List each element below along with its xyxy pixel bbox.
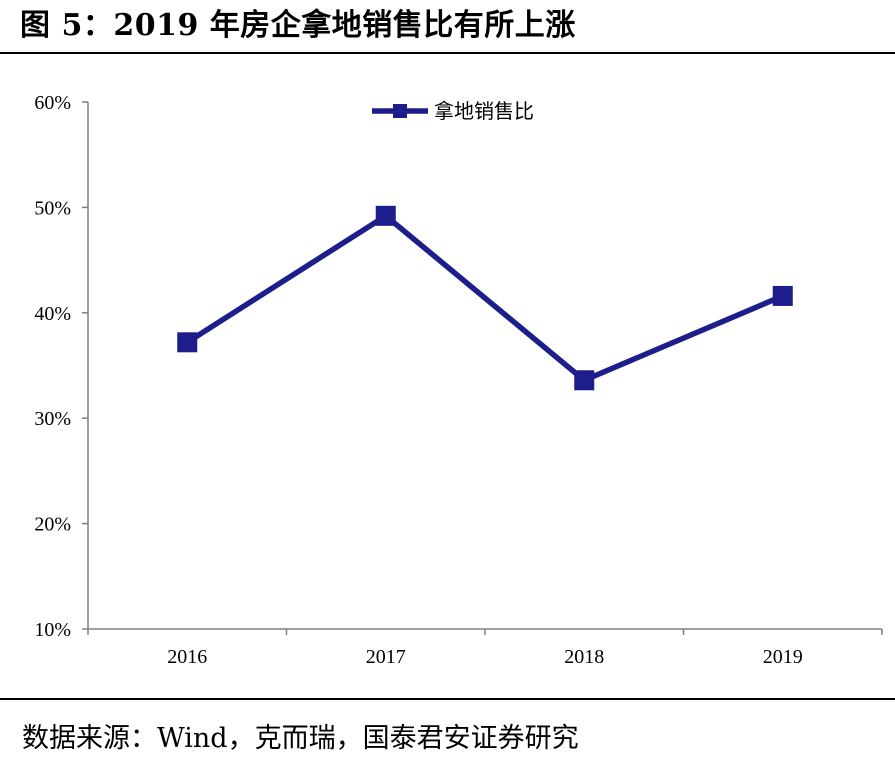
y-tick-label: 10% bbox=[34, 619, 71, 641]
chart-series bbox=[177, 205, 793, 391]
y-tick-label: 30% bbox=[34, 408, 71, 430]
chart-axes bbox=[87, 102, 882, 630]
line-chart: 10% 20% 30% 40% 50% 60% 2016 2017 2018 2019 拿地销售比 bbox=[34, 92, 883, 668]
chart-ticks: 10% 20% 30% 40% 50% 60% 2016 2017 2018 2019 bbox=[34, 92, 883, 668]
y-tick-label: 60% bbox=[34, 92, 71, 114]
x-tick-label: 2016 bbox=[167, 646, 207, 668]
figure-title: 图 5：2019 年房企拿地销售比有所上涨 bbox=[20, 8, 576, 43]
y-tick-label: 50% bbox=[34, 197, 71, 219]
y-tick-label: 20% bbox=[34, 514, 71, 536]
series-line bbox=[184, 213, 786, 384]
x-tick-label: 2019 bbox=[763, 646, 803, 668]
x-tick-label: 2017 bbox=[366, 646, 406, 668]
chart-legend: 拿地销售比 bbox=[372, 99, 534, 123]
data-point-marker bbox=[772, 285, 793, 306]
y-tick-label: 40% bbox=[34, 303, 71, 325]
data-point-marker bbox=[177, 332, 198, 353]
x-tick-label: 2018 bbox=[564, 646, 604, 668]
title-divider bbox=[0, 52, 895, 54]
legend-label: 拿地销售比 bbox=[434, 99, 534, 123]
data-point-marker bbox=[574, 370, 595, 391]
data-source-note: 数据来源：Wind，克而瑞，国泰君安证券研究 bbox=[22, 723, 579, 754]
source-divider bbox=[0, 698, 895, 700]
data-point-marker bbox=[375, 205, 396, 226]
legend-marker bbox=[393, 104, 407, 118]
